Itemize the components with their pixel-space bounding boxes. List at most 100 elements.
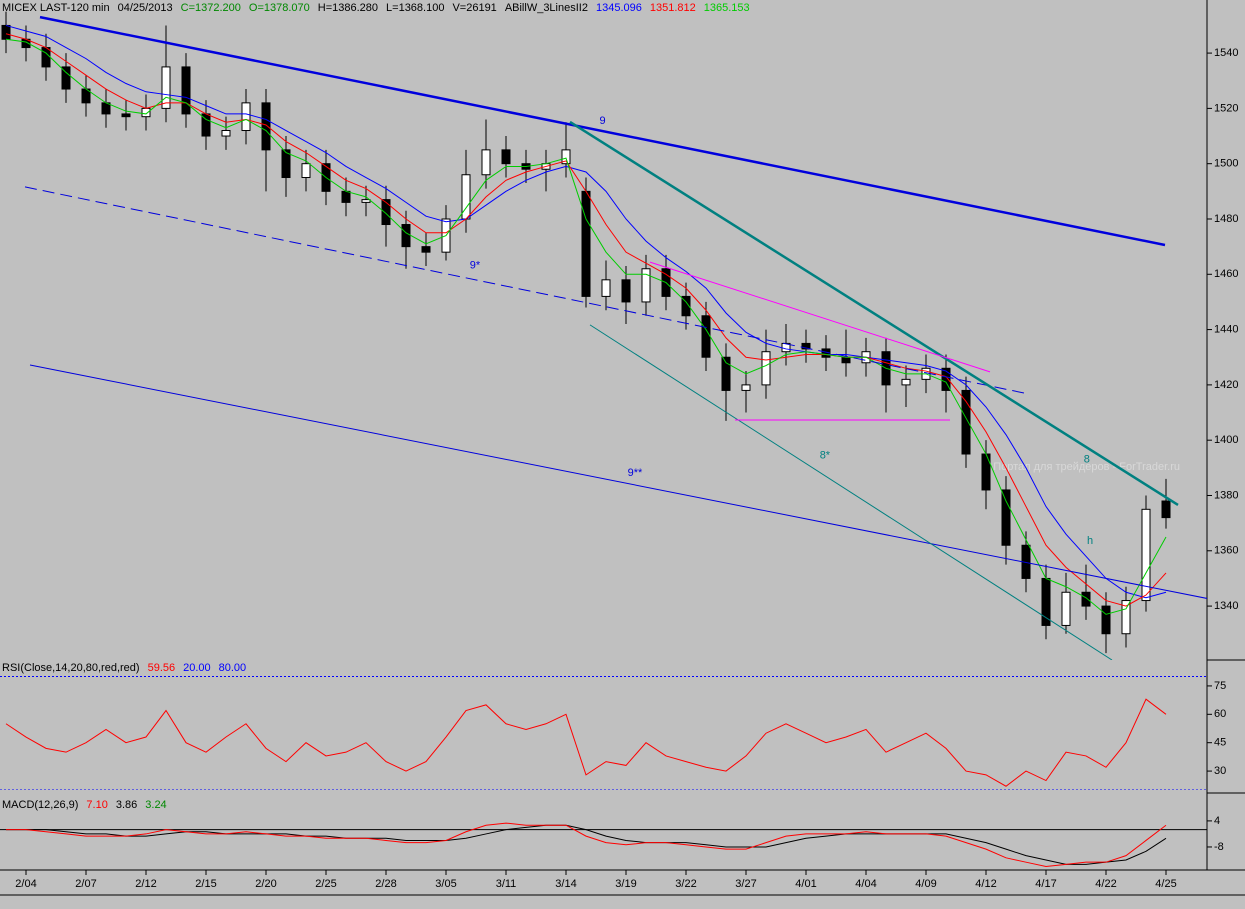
candle-body <box>1101 605 1111 635</box>
series-line <box>5 33 1167 607</box>
x-tick-label: 2/28 <box>375 878 396 890</box>
trend-line <box>29 364 1207 599</box>
x-tick-label: 4/25 <box>1155 878 1176 890</box>
label-part: 3.24 <box>145 799 166 811</box>
candle-body <box>41 47 51 68</box>
candle-body <box>161 66 171 109</box>
panel-label: RSI(Close,14,20,80,red,red) 59.56 20.00 80.… <box>2 662 246 674</box>
y-tick-label: 1380 <box>1214 489 1238 501</box>
x-tick-label: 2/12 <box>135 878 156 890</box>
trend-label: 9 <box>599 115 605 127</box>
y-tick-label: 60 <box>1214 708 1226 720</box>
trend-line <box>569 120 1179 506</box>
panel-label: MICEX LAST-120 min 04/25/2013 C=1372.200 O=… <box>2 2 750 14</box>
label-part: RSI(Close,14,20,80,red,red) <box>2 662 140 674</box>
candle-body <box>1041 577 1051 626</box>
y-tick-label: -8 <box>1214 841 1224 853</box>
panel-label: MACD(12,26,9) 7.10 3.86 3.24 <box>2 799 167 811</box>
panel: Портал для трейдеров - ForTrader.ru 9 9* 9*… <box>1 11 1207 660</box>
y-tick-label: 1540 <box>1214 47 1238 59</box>
y-tick-label: 1420 <box>1214 379 1238 391</box>
trend-line <box>39 15 1166 247</box>
candle-body <box>401 224 411 248</box>
label-part: H=1386.280 <box>318 2 378 14</box>
candle-body <box>601 279 611 297</box>
label-part: 7.10 <box>86 799 107 811</box>
y-tick-label: 1460 <box>1214 268 1238 280</box>
trend-label: 9** <box>628 467 643 479</box>
candle-body <box>181 66 191 115</box>
x-tick-label: 2/15 <box>195 878 216 890</box>
x-tick-label: 2/25 <box>315 878 336 890</box>
candle-body <box>381 199 391 226</box>
series-line <box>5 698 1167 787</box>
x-tick-label: 4/12 <box>975 878 996 890</box>
candle-body <box>621 279 631 303</box>
candle-body <box>361 199 371 203</box>
candle-body <box>721 356 731 391</box>
candle-body <box>641 268 651 303</box>
y-tick-label: 30 <box>1214 765 1226 777</box>
candle-body <box>341 190 351 203</box>
y-tick-label: 1360 <box>1214 545 1238 557</box>
candle-body <box>221 130 231 137</box>
candle-body <box>741 384 751 391</box>
label-part: MICEX LAST-120 min <box>2 2 110 14</box>
trend-label: 9* <box>470 260 481 272</box>
y-tick-label: 1520 <box>1214 102 1238 114</box>
candle-body <box>701 315 711 358</box>
annotation: h <box>1087 535 1093 547</box>
x-tick-label: 3/11 <box>496 878 517 890</box>
candle-body <box>901 378 911 386</box>
label-part: 80.00 <box>219 662 247 674</box>
x-tick-label: 4/09 <box>915 878 936 890</box>
label-part: 20.00 <box>183 662 211 674</box>
x-tick-label: 2/07 <box>75 878 96 890</box>
label-part: V=26191 <box>452 2 496 14</box>
candle-body <box>141 107 151 118</box>
label-part: MACD(12,26,9) <box>2 799 78 811</box>
x-tick-label: 3/22 <box>675 878 696 890</box>
y-tick-label: 75 <box>1214 680 1226 692</box>
candle-body <box>121 113 131 118</box>
candle-body <box>241 102 251 132</box>
x-tick-label: 4/17 <box>1035 878 1056 890</box>
label-part: O=1378.070 <box>249 2 310 14</box>
x-tick-label: 3/14 <box>555 878 576 890</box>
panel <box>0 822 1207 868</box>
candle-body <box>281 149 291 179</box>
candle-body <box>801 342 811 350</box>
label-part: 04/25/2013 <box>118 2 173 14</box>
x-tick-label: 4/22 <box>1095 878 1116 890</box>
candle-body <box>1121 600 1131 635</box>
label-part: 1351.812 <box>650 2 696 14</box>
y-tick-label: 1440 <box>1214 323 1238 335</box>
panel <box>0 675 1207 790</box>
candle-body <box>1061 591 1071 626</box>
candle-body <box>1161 500 1171 519</box>
candle-body <box>261 102 271 151</box>
candle-body <box>301 163 311 179</box>
candle-body <box>761 351 771 386</box>
series-line <box>6 824 1167 865</box>
y-tick-label: 1480 <box>1214 213 1238 225</box>
y-tick-label: 4 <box>1214 815 1220 827</box>
trend-label: 8 <box>1084 453 1090 465</box>
label-part: 1365.153 <box>704 2 750 14</box>
series-line <box>5 24 1167 599</box>
candle-body <box>941 367 951 391</box>
candle-body <box>681 295 691 317</box>
x-tick-label: 4/01 <box>795 878 816 890</box>
x-tick-label: 3/27 <box>735 878 756 890</box>
x-tick-label: 2/20 <box>255 878 276 890</box>
series-line <box>6 822 1167 868</box>
candle-body <box>1141 508 1151 602</box>
candle-body <box>1001 489 1011 546</box>
label-part: C=1372.200 <box>181 2 241 14</box>
watermark: Портал для трейдеров - ForTrader.ru <box>993 461 1180 473</box>
label-part: 1345.096 <box>596 2 642 14</box>
trend-line <box>649 261 991 373</box>
trend-line <box>589 324 1113 660</box>
